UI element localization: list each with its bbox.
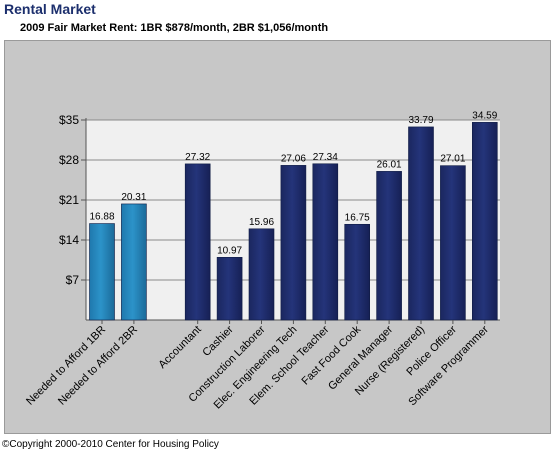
bar-software-programmer [471,122,498,321]
bar-needed-to-afford-1br [89,223,115,321]
y-tick-label: $21 [59,193,79,207]
data-label-fast-food-cook: 16.75 [345,212,370,223]
bar-construction-laborer [248,228,275,321]
data-label-elem-school-teacher: 27.34 [313,152,338,163]
data-label-accountant: 27.32 [185,152,210,163]
data-label-general-manager: 26.01 [377,159,402,170]
chart-title: Rental Market [4,1,96,17]
y-tick-label: $28 [59,153,79,167]
y-tick-label: $14 [59,233,79,247]
bar-elec-engineering-tech [280,165,307,321]
fair-market-rent-subtitle: 2009 Fair Market Rent: 1BR $878/month, 2… [20,22,329,34]
bar-fast-food-cook [344,223,371,321]
x-label-accountant: Accountant [156,324,203,371]
data-label-needed-to-afford-1br: 16.88 [89,212,114,223]
data-label-cashier: 10.97 [217,245,242,256]
bar-police-officer [440,165,466,321]
copyright-footer: ©Copyright 2000-2010 Center for Housing … [2,439,219,450]
data-label-construction-laborer: 15.96 [249,217,274,228]
data-label-software-programmer: 34.59 [472,110,497,121]
data-label-needed-to-afford-2br: 20.31 [121,192,146,203]
bar-general-manager [376,171,402,321]
data-label-nurse-registered: 33.79 [408,115,433,126]
y-tick-label: $7 [66,273,80,287]
data-label-police-officer: 27.01 [440,154,465,165]
data-label-elec-engineering-tech: 27.06 [281,153,306,164]
bar-nurse-registered [408,126,434,321]
bar-accountant [184,163,211,321]
bar-cashier [216,257,243,321]
bar-needed-to-afford-2br [121,203,147,321]
y-tick-label: $35 [59,113,79,127]
bar-elem-school-teacher [312,163,339,321]
